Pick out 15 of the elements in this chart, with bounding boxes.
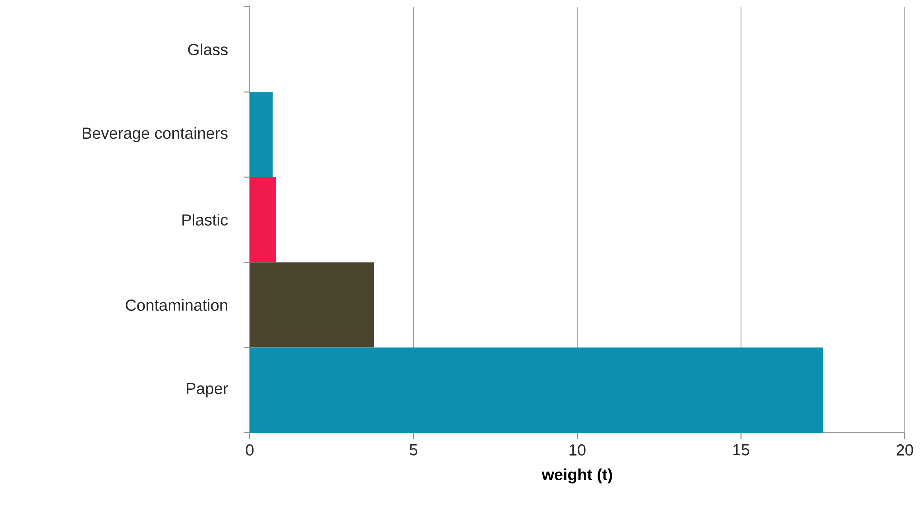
x-tick-label: 0 bbox=[246, 444, 254, 456]
x-axis-title: weight (t) bbox=[542, 468, 612, 484]
y-tick-label: Glass bbox=[188, 44, 228, 56]
y-tick-label: Contamination bbox=[126, 299, 228, 312]
bar bbox=[250, 177, 276, 263]
bar bbox=[250, 92, 273, 178]
y-tick-label: Plastic bbox=[182, 214, 228, 226]
x-tick-label: 20 bbox=[896, 444, 914, 456]
x-tick-label: 10 bbox=[570, 444, 586, 456]
bar bbox=[250, 262, 374, 348]
y-tick-label: Beverage containers bbox=[83, 127, 228, 142]
bar bbox=[250, 348, 824, 434]
x-tick-label: 5 bbox=[410, 444, 418, 456]
x-tick-label: 15 bbox=[734, 444, 750, 456]
y-tick-label: Paper bbox=[187, 383, 228, 398]
